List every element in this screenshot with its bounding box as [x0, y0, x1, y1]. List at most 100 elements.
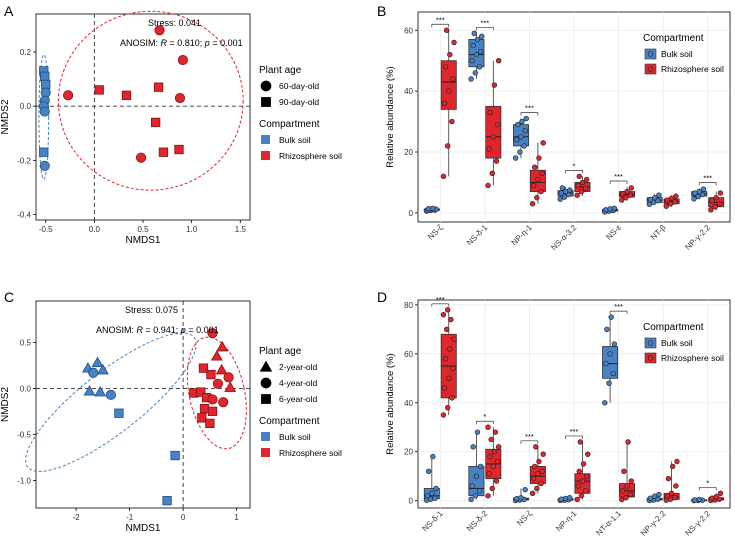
x-tick-label: 0.5 — [137, 225, 149, 234]
bulk-ellipse — [38, 54, 50, 180]
significance-label: *** — [436, 295, 445, 304]
rhizo-data-point — [538, 480, 544, 487]
bulk-data-point — [656, 192, 662, 198]
rhizo-data-point — [664, 493, 671, 499]
panel-label-a: A — [4, 3, 14, 19]
category-label: NS-δ-1 — [465, 223, 490, 248]
bulk-data-point — [656, 491, 662, 498]
bulk-data-point — [610, 370, 616, 377]
anosim-mid: = 0.810; — [167, 38, 205, 48]
legend-label: Rhizosphere soil — [661, 353, 724, 363]
rhizo-data-point — [624, 483, 630, 489]
rhizo-data-point — [489, 170, 495, 177]
rhizo-data-point — [442, 64, 449, 70]
rhizo-data-point — [444, 143, 451, 149]
significance-label: *** — [570, 427, 579, 436]
rhizo-square-point — [199, 403, 210, 414]
rhizo-data-point — [447, 51, 453, 58]
rhizo-data-point — [536, 155, 542, 161]
panel-label-d: D — [377, 289, 387, 305]
rhizo-data-point — [538, 188, 544, 195]
legend-compartment-label: Rhizosphere soil — [279, 448, 342, 458]
rhizo-data-point — [663, 203, 670, 209]
bulk-data-point — [603, 360, 609, 367]
bulk-data-point — [473, 51, 480, 58]
legend-age-label: 60-day-old — [279, 81, 319, 91]
rhizo-data-point — [539, 170, 545, 177]
rhizo-data-point — [442, 356, 449, 362]
rhizo-data-point — [623, 495, 629, 501]
bulk-triangle-point — [83, 385, 96, 396]
rhizo-ellipse — [57, 10, 244, 191]
bulk-data-point — [477, 463, 484, 470]
bulk-data-point — [470, 42, 476, 49]
bulk-data-point — [611, 341, 618, 347]
legend-compartment-label: Rhizosphere soil — [279, 151, 342, 161]
x-axis-label: NMDS1 — [125, 523, 160, 534]
bulk-data-point — [559, 185, 566, 191]
rhizo-circle-point — [207, 394, 218, 405]
significance-label: *** — [436, 15, 445, 24]
bulk-data-point — [429, 490, 435, 497]
bulk-triangle-point — [94, 386, 107, 397]
significance-label: * — [706, 478, 709, 487]
bulk-data-point — [567, 187, 573, 193]
bulk-data-point — [512, 155, 519, 161]
legend-compartment-title: Compartment — [259, 416, 320, 427]
rhizo-circle-point — [212, 378, 223, 389]
legend-triangle-icon — [259, 360, 273, 372]
plot-frame — [35, 13, 251, 221]
rhizo-data-point — [485, 424, 491, 430]
x-tick-label: 1 — [234, 513, 239, 522]
legend-bulk-point-icon — [647, 51, 654, 57]
rhizo-data-point — [579, 478, 586, 484]
rhizo-data-point — [444, 307, 451, 313]
bulk-circle-point — [39, 106, 50, 117]
rhizo-square-point — [196, 387, 206, 397]
rhizo-data-point — [668, 490, 675, 497]
bulk-data-point — [478, 33, 485, 40]
rhizo-data-point — [488, 436, 494, 443]
rhizo-data-point — [625, 439, 631, 445]
rhizo-data-point — [450, 365, 456, 372]
anosim-suffix: = 0.001 — [210, 38, 243, 48]
category-label: NP-γ-2.2 — [639, 509, 668, 538]
rhizo-data-point — [672, 199, 678, 205]
rhizo-data-point — [579, 179, 586, 186]
y-tick-label: 40 — [404, 87, 413, 96]
rhizo-data-point — [494, 458, 501, 465]
rhizo-data-point — [534, 194, 540, 201]
y-tick-label: 80 — [404, 301, 413, 310]
bulk-data-point — [477, 48, 484, 55]
rhizo-data-point — [669, 463, 676, 470]
bulk-data-point — [606, 380, 612, 386]
rhizo-triangle-point — [216, 340, 229, 352]
y-tick-label: -0.5 — [17, 430, 31, 439]
rhizo-data-point — [536, 458, 542, 465]
bulk-data-point — [474, 429, 481, 435]
rhizo-square-point — [207, 406, 218, 417]
rhizo-data-point — [451, 39, 457, 46]
rhizo-ellipse — [186, 336, 247, 450]
x-tick-label: -0.5 — [39, 225, 53, 234]
significance-label: *** — [614, 172, 623, 181]
y-axis-label: Relative abundance (%) — [385, 353, 396, 454]
bulk-data-point — [608, 314, 614, 320]
rhizo-data-point — [584, 176, 590, 183]
rhizo-data-point — [627, 192, 633, 198]
bulk-data-point — [604, 326, 610, 333]
rhizo-data-point — [708, 207, 714, 213]
rhizo-data-point — [449, 118, 455, 125]
rhizo-square-point — [121, 90, 132, 100]
bulk-data-point — [432, 495, 438, 501]
rhizo-data-point — [717, 190, 724, 196]
bulk-data-point — [567, 495, 573, 501]
category-label: NS-δ-2 — [465, 509, 490, 534]
rhizo-data-point — [530, 475, 537, 482]
rhizo-data-point — [575, 483, 581, 489]
rhizo-data-point — [446, 88, 452, 94]
rhizo-data-point — [624, 188, 630, 195]
bulk-data-point — [523, 115, 529, 122]
rhizo-data-point — [446, 375, 452, 382]
legend-label: Rhizosphere soil — [661, 64, 724, 74]
